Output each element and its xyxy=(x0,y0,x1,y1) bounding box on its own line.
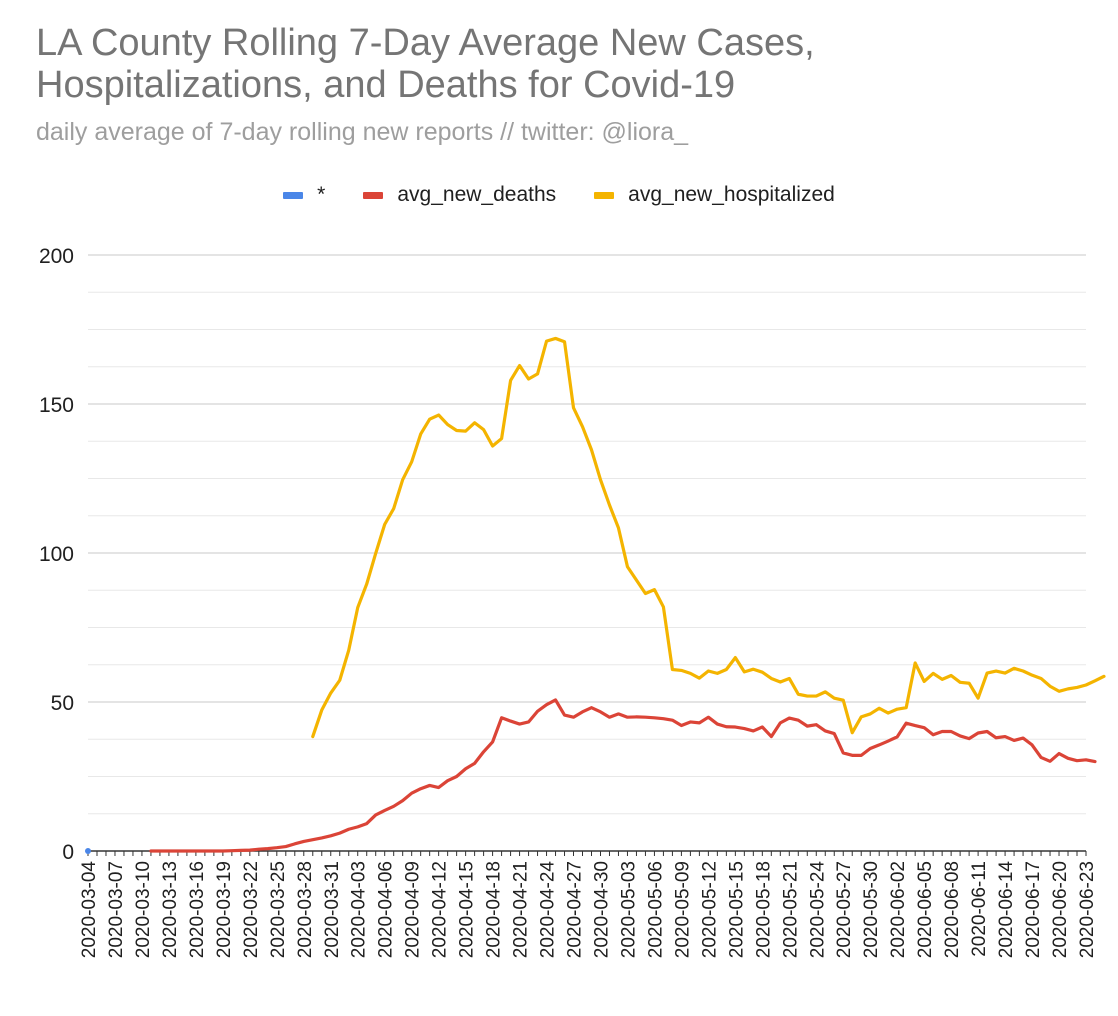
legend-item-avg-new-hospitalized[interactable]: avg_new_hospitalized xyxy=(594,183,835,207)
x-tick-label: 2020-06-08 xyxy=(942,861,963,958)
x-tick-label: 2020-06-11 xyxy=(969,861,990,957)
chart-title-line-1: LA County Rolling 7-Day Average New Case… xyxy=(36,22,815,64)
x-tick-label: 2020-06-17 xyxy=(1023,861,1044,958)
x-tick-label: 2020-05-21 xyxy=(780,861,801,958)
chart-title-line-2: Hospitalizations, and Deaths for Covid-1… xyxy=(36,64,736,106)
x-tick-label: 2020-03-04 xyxy=(79,861,100,959)
y-tick-label: 0 xyxy=(62,841,74,864)
x-tick-label: 2020-04-18 xyxy=(484,861,505,958)
x-tick-label: 2020-06-23 xyxy=(1077,861,1098,958)
x-tick-label: 2020-03-07 xyxy=(106,861,127,958)
x-tick-label: 2020-05-15 xyxy=(726,861,747,958)
y-tick-label: 200 xyxy=(39,245,74,268)
x-tick-label: 2020-03-22 xyxy=(241,861,262,958)
x-tick-label: 2020-04-21 xyxy=(511,861,532,958)
series-line-avg-new-hospitalized xyxy=(311,336,1106,739)
legend-label-avg-new-hospitalized: avg_new_hospitalized xyxy=(628,183,835,206)
series-line-avg-new-deaths xyxy=(149,698,1097,853)
x-tick-label: 2020-04-15 xyxy=(457,861,478,958)
chart-title: LA County Rolling 7-Day Average New Case… xyxy=(36,22,1096,106)
legend-swatch-avg-new-hospitalized xyxy=(594,191,615,199)
x-tick-label: 2020-06-02 xyxy=(888,861,909,958)
x-tick-label: 2020-03-28 xyxy=(295,861,316,958)
legend-swatch-star xyxy=(283,191,304,199)
x-tick-label: 2020-05-03 xyxy=(618,861,639,958)
x-tick-label: 2020-03-19 xyxy=(214,861,235,958)
grid-lines xyxy=(88,254,1086,815)
x-tick-label: 2020-04-03 xyxy=(349,861,370,958)
chart-subtitle: daily average of 7-day rolling new repor… xyxy=(36,118,689,146)
x-tick-label: 2020-05-30 xyxy=(861,861,882,958)
x-tick-label: 2020-03-16 xyxy=(187,861,208,958)
y-tick-label: 50 xyxy=(51,692,74,715)
series-lines xyxy=(85,336,1106,854)
legend-label-avg-new-deaths: avg_new_deaths xyxy=(397,183,557,206)
x-tick-label: 2020-06-14 xyxy=(996,861,1017,959)
legend-item-avg-new-deaths[interactable]: avg_new_deaths xyxy=(363,183,556,207)
x-tick-label: 2020-06-20 xyxy=(1050,861,1071,958)
legend-item-star[interactable]: * xyxy=(283,183,325,207)
x-tick-label: 2020-05-24 xyxy=(807,861,828,959)
x-tick-label: 2020-05-18 xyxy=(753,861,774,958)
x-axis: 2020-03-04 2020-03-07 2020-03-10 2020-03-13… xyxy=(79,850,1098,959)
x-tick-label: 2020-04-30 xyxy=(591,861,612,958)
y-tick-label: 100 xyxy=(39,543,74,566)
series-point-star xyxy=(85,848,91,854)
x-tick-label: 2020-05-09 xyxy=(672,861,693,958)
x-tick-label: 2020-05-06 xyxy=(645,861,666,958)
x-tick-label: 2020-03-31 xyxy=(322,861,343,958)
x-tick-label: 2020-04-09 xyxy=(403,861,424,958)
x-tick-label: 2020-04-12 xyxy=(430,861,451,958)
x-tick-label: 2020-05-27 xyxy=(834,861,855,958)
chart-legend: * avg_new_deaths avg_new_hospitalized xyxy=(0,180,1118,210)
x-tick-label: 2020-04-06 xyxy=(376,861,397,958)
legend-swatch-avg-new-deaths xyxy=(363,191,384,199)
x-tick-label: 2020-04-27 xyxy=(565,861,586,958)
y-axis: 0 50 100 150 200 xyxy=(39,245,74,864)
x-tick-label: 2020-05-12 xyxy=(699,861,720,958)
x-tick-label: 2020-03-25 xyxy=(268,861,289,958)
y-tick-label: 150 xyxy=(39,394,74,417)
legend-label-star: * xyxy=(317,183,326,206)
x-tick-label: 2020-04-24 xyxy=(538,861,559,959)
x-tick-label: 2020-03-13 xyxy=(160,861,181,958)
x-tick-label: 2020-03-10 xyxy=(133,861,154,958)
x-tick-label: 2020-06-05 xyxy=(915,861,936,958)
